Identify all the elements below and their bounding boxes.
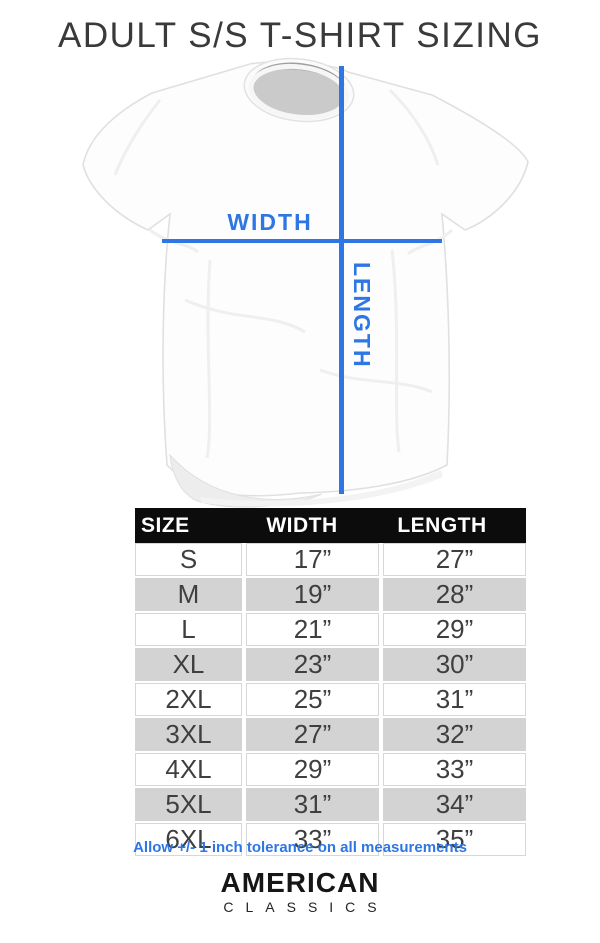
table-row: M 19” 28”: [135, 578, 526, 613]
length-cell: 30”: [383, 648, 526, 683]
length-cell: 27”: [383, 543, 526, 578]
size-cell: 4XL: [135, 753, 246, 788]
length-cell: 32”: [383, 718, 526, 753]
size-cell: S: [135, 543, 246, 578]
brand-subname: CLASSICS: [223, 899, 389, 915]
tolerance-note: Allow +/- 1 inch tolerance on all measur…: [133, 839, 467, 856]
width-cell: 23”: [246, 648, 383, 683]
size-cell: L: [135, 613, 246, 648]
width-cell: 33”: [246, 823, 383, 858]
length-measure-line: [339, 66, 344, 494]
width-label: WIDTH: [227, 209, 313, 235]
width-cell: 31”: [246, 788, 383, 823]
length-cell: 31”: [383, 683, 526, 718]
brand-name: AMERICAN: [220, 867, 380, 898]
size-table-body: S 17” 27” M 19” 28” L 21” 29” XL 23” 30” 2XL 25” 31” 3X…: [135, 543, 526, 858]
width-cell: 27”: [246, 718, 383, 753]
page-title: ADULT S/S T-SHIRT SIZING: [58, 16, 542, 55]
header-size: SIZE: [135, 508, 246, 543]
header-row: SIZE WIDTH LENGTH: [135, 508, 526, 543]
size-cell: M: [135, 578, 246, 613]
header-width: WIDTH: [246, 508, 383, 543]
size-cell: 2XL: [135, 683, 246, 718]
length-label: LENGTH: [349, 262, 375, 369]
table-row: 5XL 31” 34”: [135, 788, 526, 823]
table-row: 4XL 29” 33”: [135, 753, 526, 788]
width-cell: 29”: [246, 753, 383, 788]
size-table-header: SIZE WIDTH LENGTH: [135, 508, 526, 543]
width-cell: 19”: [246, 578, 383, 613]
brand-logo: AMERICAN CLASSICS: [0, 867, 600, 916]
shirt-collar: [243, 57, 355, 123]
width-cell: 25”: [246, 683, 383, 718]
table-row: L 21” 29”: [135, 613, 526, 648]
width-cell: 17”: [246, 543, 383, 578]
size-table: SIZE WIDTH LENGTH S 17” 27” M 19” 28” L 21” 29” X…: [135, 508, 526, 858]
width-measure-line: [162, 239, 442, 243]
header-length: LENGTH: [383, 508, 526, 543]
length-cell: 33”: [383, 753, 526, 788]
shirt-body: [82, 61, 529, 497]
table-row: XL 23” 30”: [135, 648, 526, 683]
length-cell: 34”: [383, 788, 526, 823]
table-row: 3XL 27” 32”: [135, 718, 526, 753]
size-cell: XL: [135, 648, 246, 683]
length-cell: 28”: [383, 578, 526, 613]
size-cell: 3XL: [135, 718, 246, 753]
length-cell: 35”: [383, 823, 526, 858]
table-row: 2XL 25” 31”: [135, 683, 526, 718]
length-cell: 29”: [383, 613, 526, 648]
table-row: 6XL 33” 35”: [135, 823, 526, 858]
shirt-wrinkles: [113, 88, 454, 459]
table-row: S 17” 27”: [135, 543, 526, 578]
size-cell: 5XL: [135, 788, 246, 823]
shirt-hem-shadow: [200, 470, 443, 507]
width-cell: 21”: [246, 613, 383, 648]
size-cell: 6XL: [135, 823, 246, 858]
